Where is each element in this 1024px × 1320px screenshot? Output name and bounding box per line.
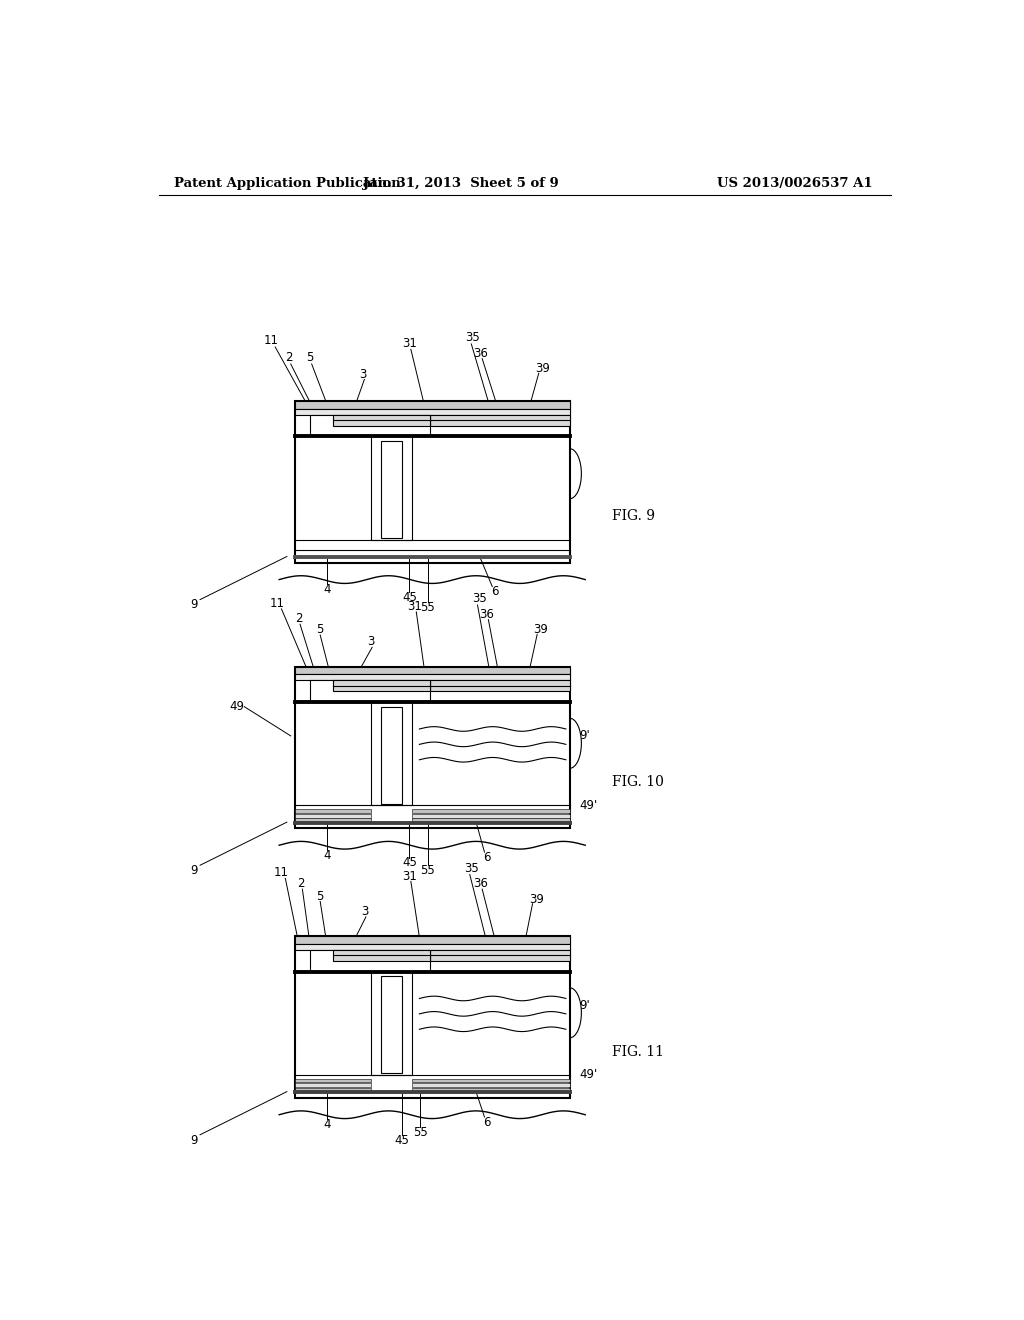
Bar: [334, 414, 430, 425]
Text: 39: 39: [536, 362, 550, 375]
Text: 9': 9': [579, 730, 590, 742]
Text: 55: 55: [421, 601, 435, 614]
Text: FIG. 9: FIG. 9: [612, 510, 655, 524]
Bar: [295, 667, 569, 675]
Bar: [295, 1088, 372, 1092]
Bar: [295, 675, 569, 681]
Text: 55: 55: [421, 865, 435, 878]
Text: FIG. 10: FIG. 10: [612, 775, 665, 789]
Bar: [372, 702, 412, 805]
Bar: [412, 809, 569, 813]
Text: 3: 3: [360, 906, 368, 917]
Text: 9: 9: [190, 1134, 198, 1147]
Text: Patent Application Publication: Patent Application Publication: [174, 177, 401, 190]
Bar: [381, 441, 402, 539]
Text: 39: 39: [534, 623, 549, 636]
Text: 4: 4: [324, 583, 331, 597]
Bar: [295, 936, 569, 1098]
Text: 49: 49: [229, 700, 244, 713]
Text: US 2013/0026537 A1: US 2013/0026537 A1: [717, 177, 872, 190]
Bar: [295, 667, 569, 829]
Text: 9: 9: [190, 598, 198, 611]
Text: 45: 45: [394, 1134, 409, 1147]
Bar: [430, 414, 569, 425]
Text: 49': 49': [579, 1068, 597, 1081]
Text: 4: 4: [324, 1118, 331, 1131]
Text: 31: 31: [401, 337, 417, 350]
Bar: [310, 414, 430, 437]
Bar: [412, 1088, 569, 1092]
Text: 35: 35: [472, 593, 486, 606]
Text: 2: 2: [295, 612, 302, 626]
Text: 31: 31: [401, 870, 417, 883]
Text: 45: 45: [401, 591, 417, 603]
Bar: [381, 977, 402, 1073]
Text: 11: 11: [264, 334, 279, 347]
Text: 55: 55: [413, 1126, 428, 1139]
Bar: [295, 944, 569, 950]
Bar: [295, 809, 372, 813]
Bar: [295, 1078, 372, 1082]
Text: 39: 39: [529, 892, 544, 906]
Text: FIG. 11: FIG. 11: [612, 1044, 665, 1059]
Text: 5: 5: [315, 623, 324, 636]
Bar: [295, 401, 569, 562]
Text: 6: 6: [483, 851, 490, 865]
Bar: [412, 813, 569, 817]
Bar: [295, 1084, 372, 1088]
Text: 49': 49': [579, 799, 597, 812]
Bar: [310, 681, 430, 702]
Text: 36: 36: [473, 347, 488, 360]
Bar: [430, 950, 569, 961]
Text: 2: 2: [297, 878, 304, 890]
Bar: [412, 1084, 569, 1088]
Text: 36: 36: [479, 607, 495, 620]
Bar: [412, 1078, 569, 1082]
Text: 31: 31: [408, 601, 422, 612]
Text: 11: 11: [270, 597, 285, 610]
Bar: [295, 813, 372, 817]
Text: 3: 3: [367, 635, 374, 648]
Text: 11: 11: [273, 866, 288, 879]
Text: 35: 35: [464, 862, 478, 875]
Text: 4: 4: [324, 849, 331, 862]
Bar: [334, 950, 430, 961]
Text: 5: 5: [315, 890, 324, 903]
Text: 36: 36: [473, 878, 488, 890]
Bar: [430, 681, 569, 692]
Bar: [295, 936, 569, 944]
Text: 3: 3: [359, 367, 367, 380]
Text: 45: 45: [401, 857, 417, 870]
Bar: [295, 401, 569, 409]
Text: 6: 6: [483, 1115, 490, 1129]
Bar: [295, 818, 372, 822]
Text: 6: 6: [490, 585, 499, 598]
Bar: [372, 437, 412, 540]
Bar: [372, 972, 412, 1074]
Text: 5: 5: [306, 351, 313, 364]
Bar: [381, 706, 402, 804]
Text: 9': 9': [579, 999, 590, 1012]
Bar: [412, 818, 569, 822]
Bar: [295, 409, 569, 414]
Text: 9: 9: [190, 865, 198, 878]
Bar: [334, 681, 430, 692]
Text: 35: 35: [466, 331, 480, 345]
Bar: [310, 950, 430, 972]
Text: Jan. 31, 2013  Sheet 5 of 9: Jan. 31, 2013 Sheet 5 of 9: [364, 177, 559, 190]
Text: 2: 2: [285, 351, 292, 364]
